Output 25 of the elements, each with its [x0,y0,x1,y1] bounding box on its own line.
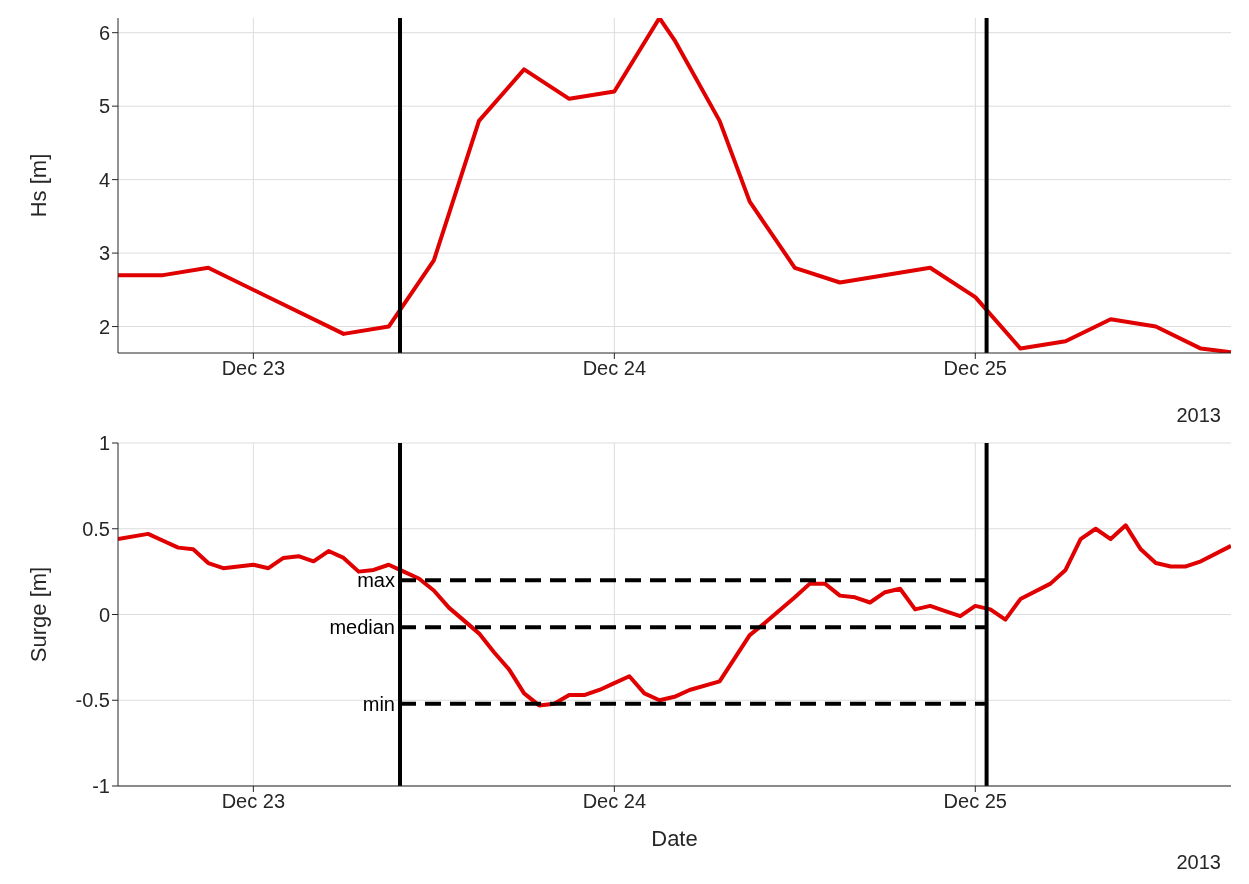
text: 2013 [1176,404,1221,427]
y-axis-title: Hs [m] [25,153,51,218]
y-tick-label: 6 [98,21,110,44]
y-tick-label: -0.5 [75,689,110,712]
ref-line-label: median [329,616,396,639]
y-tick-label: -1 [92,775,110,798]
y-tick-label: 4 [98,168,110,191]
ref-line-label: max [357,569,396,592]
x-tick-label: Dec 23 [221,790,286,813]
x-tick-label: Dec 24 [582,790,647,813]
x-tick-label: Dec 25 [943,357,1007,380]
line-series [118,18,1231,353]
x-tick-label: Dec 25 [943,790,1007,813]
ref-line-label: min [362,692,396,715]
y-tick-label: 5 [98,95,110,118]
y-tick-label: 1 [98,432,110,455]
y-tick-label: 0.5 [82,517,110,540]
y-tick-label: 0 [98,603,110,626]
text: 2013 [1176,851,1221,874]
y-axis-title: Surge [m] [25,566,51,663]
x-axis-title: Date [651,826,698,851]
x-tick-label: Dec 24 [582,357,647,380]
y-tick-label: 2 [98,315,110,338]
y-tick-label: 3 [98,242,110,265]
x-tick-label: Dec 23 [221,357,286,380]
